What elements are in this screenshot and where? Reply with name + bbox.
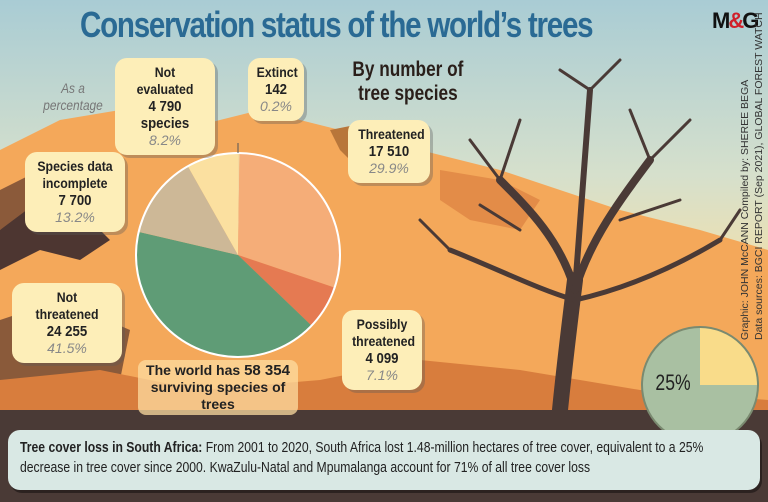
main-pie-slice-not-evaluated: [187, 153, 238, 255]
main-pie-slice-possibly-threatened: [238, 255, 335, 326]
footer-text: From 2001 to 2020, South Africa lost 1.4…: [20, 440, 704, 476]
tree-silhouette: [418, 58, 742, 418]
chart-subtitle: By number of tree species: [352, 58, 464, 105]
page-title: Conservation status of the world’s trees: [80, 4, 594, 45]
small-pie-label: 25%: [655, 370, 691, 395]
tree-cover-pie-slice-remaining: [642, 327, 758, 443]
bubble-possibly-threatened: Possibly threatened 4 099 7.1%: [342, 310, 422, 390]
bubble-extinct: Extinct 142 0.2%: [248, 58, 304, 121]
footer-heading: Tree cover loss in South Africa:: [20, 440, 203, 456]
world-total-note: The world has 58 354 surviving species o…: [138, 360, 298, 415]
footer-note: Tree cover loss in South Africa: From 20…: [8, 430, 760, 490]
main-pie-slice-extinct: [238, 153, 240, 255]
bubble-not-evaluated: Not evaluated 4 790 species 8.2%: [115, 58, 215, 155]
tree-cover-pie-slice-25-: [700, 327, 758, 385]
main-pie-slice-threatened: [238, 153, 340, 288]
main-pie-slice-species-data-incomplete: [138, 166, 238, 255]
bubble-data-incomplete: Species data incomplete 7 700 13.2%: [25, 152, 125, 232]
bubble-threatened: Threatened 17 510 29.9%: [348, 120, 430, 183]
mg-logo: M&G: [712, 8, 759, 33]
bubble-not-threatened: Not threatened 24 255 41.5%: [12, 283, 122, 363]
as-percentage-note: As a percentage: [43, 80, 103, 113]
main-pie-slice-not-threatened: [136, 231, 312, 357]
